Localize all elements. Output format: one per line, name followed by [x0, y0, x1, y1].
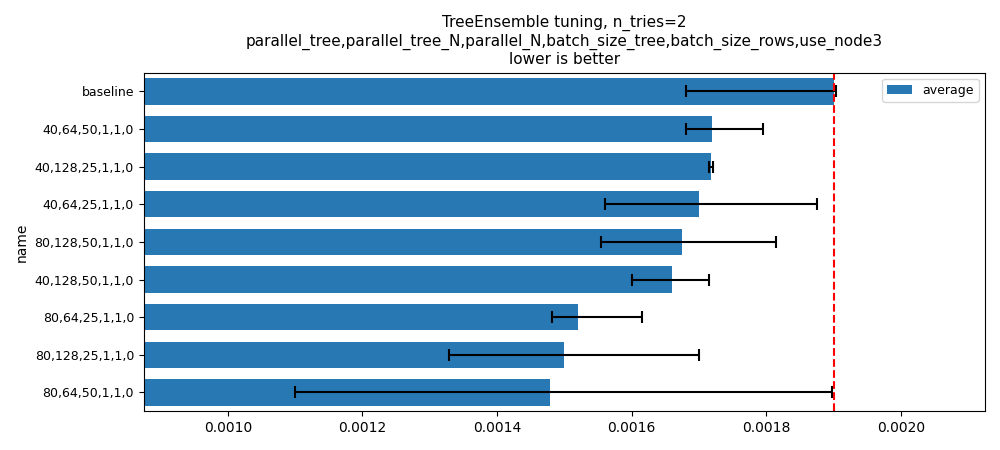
Bar — [0, 379, 550, 405]
Bar — [0, 153, 711, 180]
Bar — [0, 78, 834, 104]
Bar — [0, 229, 682, 255]
Title: TreeEnsemble tuning, n_tries=2
parallel_tree,parallel_tree_N,parallel_N,batch_si: TreeEnsemble tuning, n_tries=2 parallel_… — [246, 15, 883, 67]
Bar — [0, 304, 578, 330]
Bar — [0, 191, 699, 217]
Bar — [0, 266, 672, 292]
Legend: average: average — [882, 79, 979, 102]
Bar — [0, 116, 712, 142]
Y-axis label: name: name — [15, 222, 29, 261]
Bar — [0, 342, 564, 368]
